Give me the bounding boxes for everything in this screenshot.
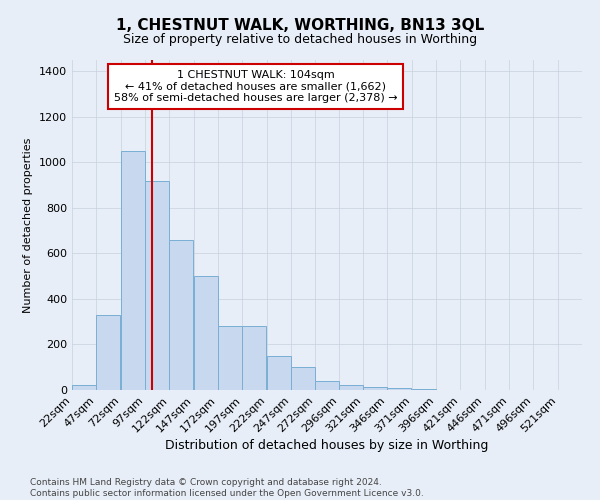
Bar xyxy=(316,381,339,390)
Bar xyxy=(218,326,242,390)
Bar xyxy=(291,367,315,390)
Y-axis label: Number of detached properties: Number of detached properties xyxy=(23,138,34,312)
Text: Size of property relative to detached houses in Worthing: Size of property relative to detached ho… xyxy=(123,32,477,46)
Text: 1, CHESTNUT WALK, WORTHING, BN13 3QL: 1, CHESTNUT WALK, WORTHING, BN13 3QL xyxy=(116,18,484,32)
Bar xyxy=(97,315,120,390)
Bar xyxy=(388,388,411,390)
Bar xyxy=(194,276,218,390)
Bar xyxy=(145,180,169,390)
Bar xyxy=(363,386,387,390)
X-axis label: Distribution of detached houses by size in Worthing: Distribution of detached houses by size … xyxy=(166,440,488,452)
Bar xyxy=(72,386,96,390)
Bar xyxy=(266,356,290,390)
Bar xyxy=(121,151,145,390)
Bar xyxy=(338,386,362,390)
Text: 1 CHESTNUT WALK: 104sqm
← 41% of detached houses are smaller (1,662)
58% of semi: 1 CHESTNUT WALK: 104sqm ← 41% of detache… xyxy=(114,70,397,103)
Bar xyxy=(169,240,193,390)
Bar xyxy=(242,326,266,390)
Text: Contains HM Land Registry data © Crown copyright and database right 2024.
Contai: Contains HM Land Registry data © Crown c… xyxy=(30,478,424,498)
